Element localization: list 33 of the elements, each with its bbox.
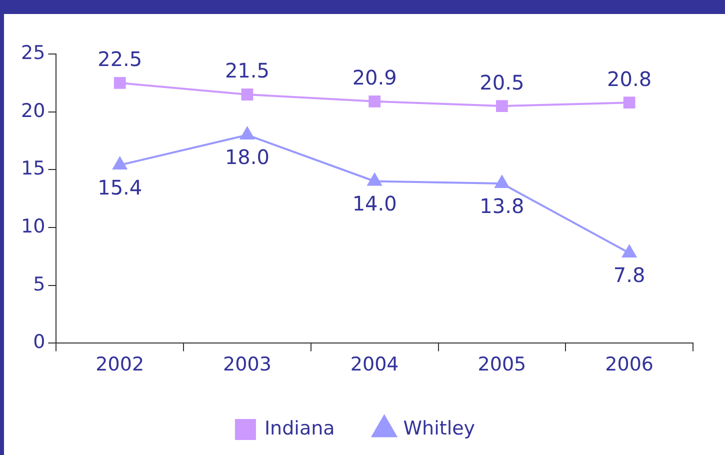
legend-label: Whitley [403,417,476,440]
point [114,76,126,89]
x-tick-label: 2004 [350,354,399,376]
y-tick-label: 5 [33,273,46,296]
point [368,95,381,108]
point [368,173,382,186]
point [494,176,510,188]
legend-label: Indiana [264,417,335,440]
data-label: 20.8 [607,66,652,91]
data-label: 20.5 [480,70,524,94]
data-label: 22.5 [98,47,142,72]
data-label: 18.0 [224,145,270,170]
y-tick-label: 25 [20,42,46,64]
data-label: 20.9 [352,66,397,90]
data-label: 14.0 [352,191,397,216]
x-tick-label: 2003 [223,354,272,376]
point [241,88,254,100]
data-label: 13.8 [480,194,524,218]
y-tick-label: 15 [20,158,46,180]
point [112,157,127,170]
data-label: 15.4 [98,175,142,200]
point [622,244,636,258]
point [623,96,636,109]
x-tick-label: 2006 [605,354,654,376]
y-tick-label: 10 [20,215,46,238]
data-label: 21.5 [224,58,270,83]
x-tick-label: 2002 [96,354,144,376]
data-label: 7.8 [613,263,646,288]
y-tick-label: 0 [33,331,46,354]
x-tick-label: 2005 [478,354,526,376]
point [496,100,508,112]
point [240,126,254,140]
y-tick-label: 20 [20,100,46,122]
